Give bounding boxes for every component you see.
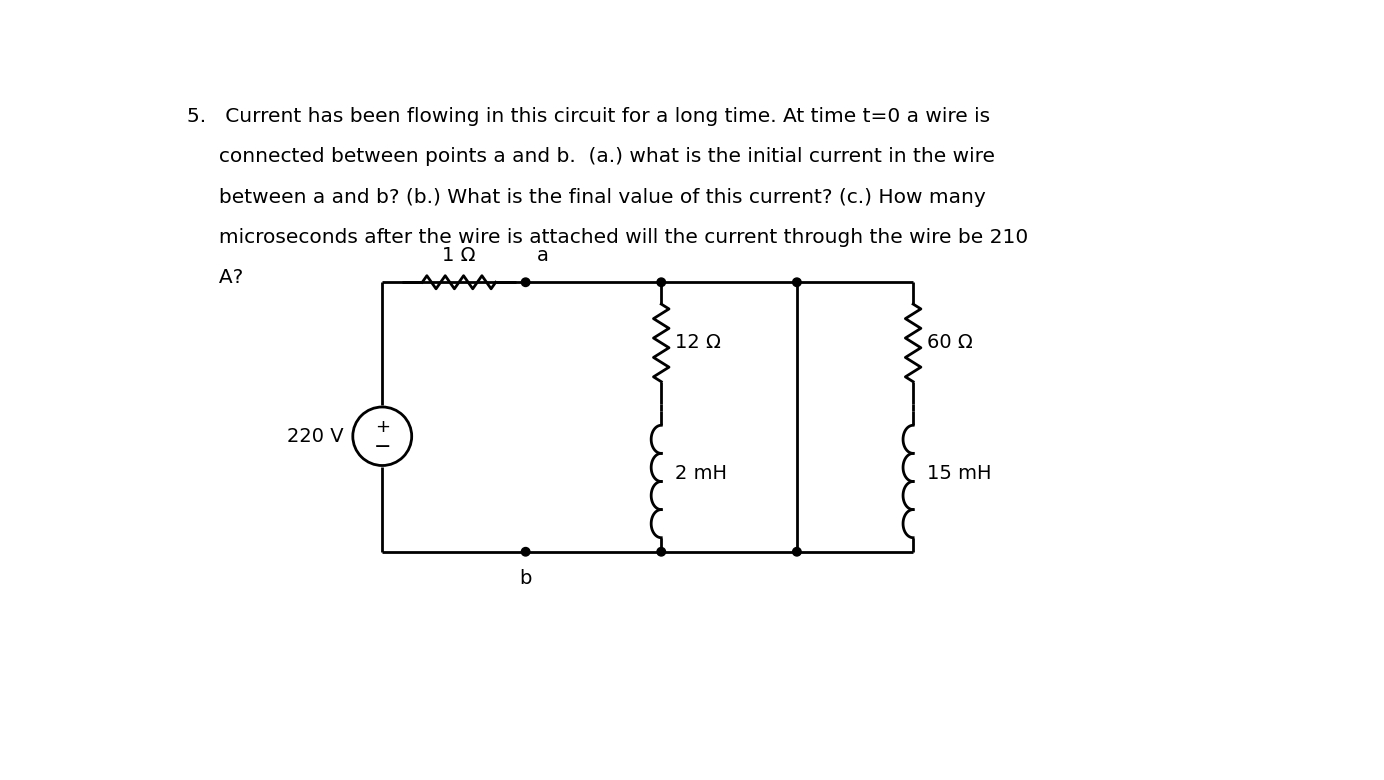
Text: 12 Ω: 12 Ω	[675, 333, 721, 353]
Circle shape	[522, 278, 530, 286]
Circle shape	[522, 548, 530, 556]
Text: 5.   Current has been flowing in this circuit for a long time. At time t=0 a wir: 5. Current has been flowing in this circ…	[187, 108, 990, 126]
Text: connected between points a and b.  (a.) what is the initial current in the wire: connected between points a and b. (a.) w…	[187, 147, 995, 166]
Text: between a and b? (b.) What is the final value of this current? (c.) How many: between a and b? (b.) What is the final …	[187, 187, 985, 207]
Text: a: a	[537, 246, 549, 265]
Circle shape	[793, 548, 801, 556]
Circle shape	[793, 278, 801, 286]
Text: 60 Ω: 60 Ω	[927, 333, 973, 353]
Circle shape	[657, 548, 666, 556]
Text: +: +	[375, 418, 390, 436]
Text: microseconds after the wire is attached will the current through the wire be 210: microseconds after the wire is attached …	[187, 228, 1028, 246]
Text: 1 Ω: 1 Ω	[443, 246, 476, 265]
Text: b: b	[519, 569, 531, 587]
Circle shape	[657, 278, 666, 286]
Text: A?: A?	[187, 268, 244, 286]
Text: 15 mH: 15 mH	[927, 464, 991, 484]
Text: 220 V: 220 V	[286, 427, 343, 445]
Text: −: −	[374, 437, 392, 457]
Text: 2 mH: 2 mH	[675, 464, 727, 484]
